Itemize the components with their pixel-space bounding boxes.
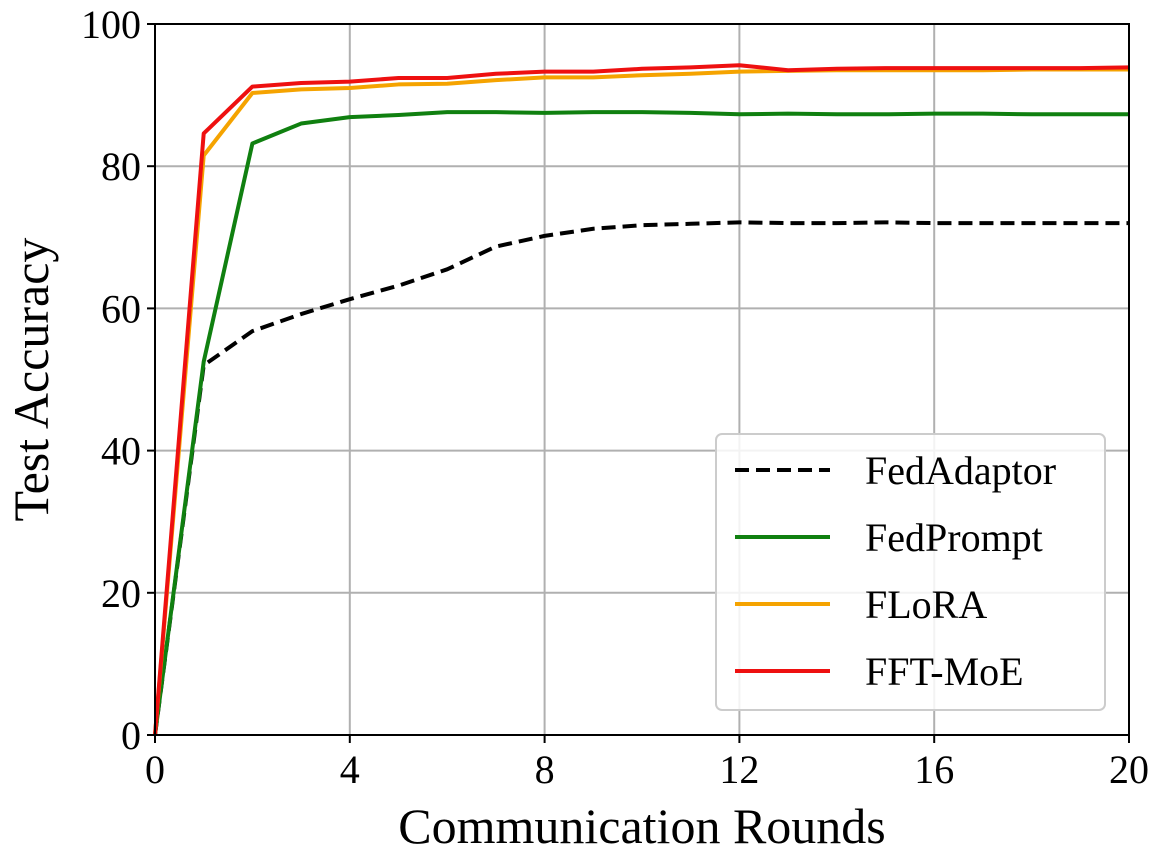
x-tick-label: 16 — [914, 747, 954, 792]
y-tick-label: 60 — [101, 286, 141, 331]
series-lines — [153, 63, 1130, 736]
series-line-fedprompt — [153, 110, 1129, 736]
legend-box — [715, 433, 1106, 711]
y-tick-label: 20 — [101, 571, 141, 616]
y-tick-label: 40 — [101, 429, 141, 474]
plot-frame — [154, 23, 1130, 736]
x-tick-label: 20 — [1109, 747, 1149, 792]
series-line-flora — [153, 67, 1129, 736]
x-axis-title: Communication Rounds — [398, 798, 886, 854]
y-tick-label: 100 — [81, 2, 141, 47]
y-axis-title: Test Accuracy — [3, 238, 59, 522]
legend-label: FFT-MoE — [865, 649, 1024, 694]
legend-label: FLoRA — [865, 582, 987, 627]
series-line-fedadaptor — [153, 220, 1129, 736]
y-tick-label: 80 — [101, 144, 141, 189]
y-tick-label: 0 — [121, 713, 141, 758]
x-tick-label: 12 — [719, 747, 759, 792]
axis-ticks: 0 4 8 12 16 20 0 20 40 60 80 100 — [81, 2, 1149, 792]
x-tick-label: 0 — [145, 747, 165, 792]
legend: FedAdaptor FedPrompt FLoRA FFT-MoE — [715, 433, 1106, 711]
x-tick-label: 8 — [535, 747, 555, 792]
legend-label: FedPrompt — [865, 515, 1043, 560]
series-line-fft-moe — [153, 63, 1130, 736]
legend-label: FedAdaptor — [865, 448, 1056, 493]
x-tick-label: 4 — [340, 747, 360, 792]
